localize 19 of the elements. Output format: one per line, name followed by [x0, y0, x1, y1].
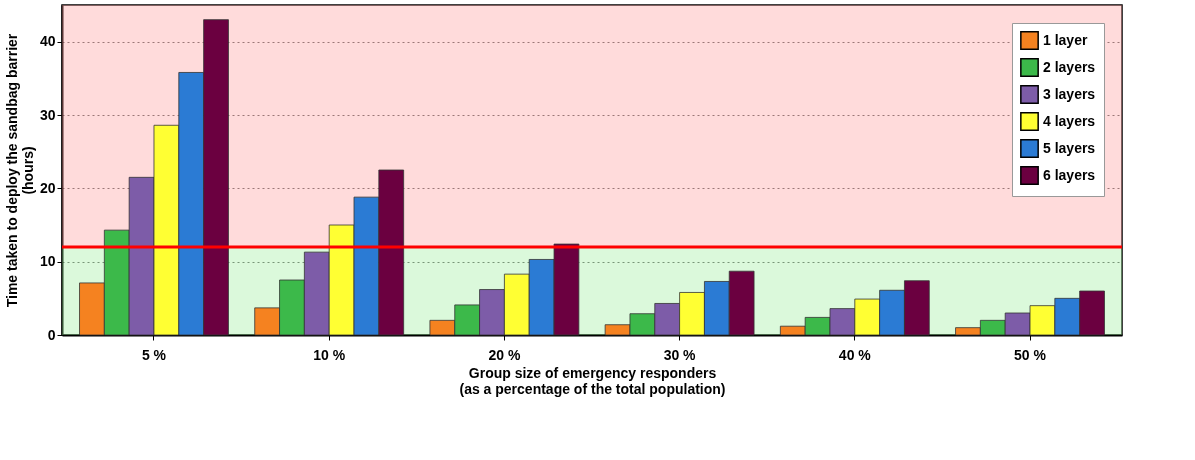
y-tick-label: 40 — [39, 33, 56, 50]
legend-label: 3 layers — [1043, 85, 1096, 102]
legend-label: 2 layers — [1043, 58, 1096, 75]
y-axis-title: Time taken to deploy the sandbag barrier (hours) — [3, 33, 36, 308]
y-tick-label: 30 — [39, 106, 56, 123]
x-tick-label: 50 % — [1014, 346, 1047, 363]
legend-label: 6 layers — [1043, 166, 1096, 183]
legend-label: 4 layers — [1043, 112, 1096, 129]
legend-label: 1 layer — [1043, 31, 1088, 48]
legend-label: 5 layers — [1043, 139, 1096, 156]
x-tick-label: 20 % — [488, 346, 521, 363]
y-tick-label: 20 — [39, 179, 56, 196]
x-tick-label: 5 % — [141, 346, 167, 363]
x-axis-title: Group size of emergency responders (as a percentage of the total population) — [459, 364, 726, 397]
y-tick-label: 10 — [39, 253, 56, 270]
x-tick-label: 40 % — [838, 346, 872, 363]
x-tick-label: 30 % — [663, 346, 697, 363]
x-tick-label: 10 % — [313, 346, 346, 363]
y-tick-label: 0 — [47, 326, 56, 343]
